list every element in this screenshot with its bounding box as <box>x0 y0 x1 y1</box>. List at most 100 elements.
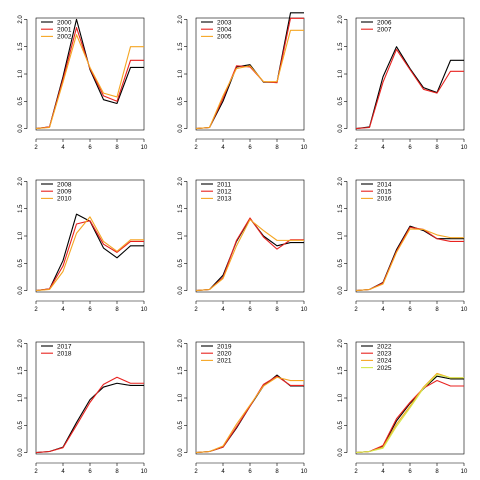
x-tick-label: 8 <box>435 307 439 313</box>
y-tick-label: 1.5 <box>18 366 24 375</box>
x-tick-label: 10 <box>141 469 148 475</box>
legend-label: 2004 <box>217 27 232 34</box>
y-tick-label: 1.5 <box>338 204 344 213</box>
y-tick-label: 2.0 <box>338 339 344 348</box>
x-tick-label: 6 <box>408 307 412 313</box>
series-line-2022 <box>355 375 464 454</box>
legend-label: 2020 <box>217 351 232 358</box>
plot-frame <box>35 17 145 131</box>
x-tick-label: 2 <box>34 469 38 475</box>
x-tick-label: 6 <box>248 145 252 151</box>
y-tick-label: 2.0 <box>338 15 344 24</box>
y-tick-label: 2.0 <box>178 177 184 186</box>
x-axis: 2 4 6 8 10 <box>194 138 308 151</box>
y-tick-label: 2.0 <box>18 15 24 24</box>
y-tick-label: 1.5 <box>178 42 184 51</box>
x-tick-label: 8 <box>115 307 119 313</box>
plot-frame <box>195 179 305 293</box>
legend-label: 2002 <box>57 34 72 41</box>
y-tick-label: 0.0 <box>18 124 24 133</box>
x-axis: 2 4 6 8 10 <box>194 462 308 475</box>
y-tick-label: 0.0 <box>178 286 184 295</box>
plot-frame <box>195 341 305 455</box>
legend-label: 2008 <box>57 181 72 188</box>
series-lines <box>195 217 304 292</box>
series-lines <box>355 46 464 130</box>
legend-label: 2025 <box>377 365 392 372</box>
x-tick-label: 8 <box>275 307 279 313</box>
y-tick-label: 1.5 <box>338 366 344 375</box>
legend-label: 2003 <box>217 19 232 26</box>
legend-label: 2012 <box>217 189 232 196</box>
x-tick-label: 4 <box>381 469 385 475</box>
series-line-2021 <box>195 376 304 454</box>
legend-label: 2010 <box>57 196 72 203</box>
legend-label: 2023 <box>377 351 392 358</box>
x-tick-label: 10 <box>141 307 148 313</box>
x-tick-label: 10 <box>141 145 148 151</box>
series-line-2016 <box>355 228 464 292</box>
x-tick-label: 4 <box>381 145 385 151</box>
plot-frame <box>355 17 465 131</box>
y-tick-label: 1.0 <box>338 393 344 402</box>
y-tick-label: 0.0 <box>18 286 24 295</box>
x-axis: 2 4 6 8 10 <box>34 138 148 151</box>
x-tick-label: 6 <box>408 469 412 475</box>
y-tick-label: 1.5 <box>178 204 184 213</box>
y-tick-label: 0.0 <box>18 448 24 457</box>
x-tick-label: 8 <box>275 469 279 475</box>
x-tick-label: 4 <box>221 307 225 313</box>
legend-label: 2024 <box>377 358 392 365</box>
x-tick-label: 4 <box>61 145 65 151</box>
series-line-2001 <box>35 27 144 130</box>
plot-frame <box>35 341 145 455</box>
y-axis: 0.0 0.5 1.0 1.5 2.0 <box>18 339 28 457</box>
x-tick-label: 8 <box>435 469 439 475</box>
x-tick-label: 8 <box>115 145 119 151</box>
series-line-2013 <box>195 219 304 292</box>
series-line-2020 <box>195 375 304 454</box>
series-line-2019 <box>195 374 304 454</box>
y-tick-label: 0.5 <box>178 420 184 429</box>
y-tick-label: 1.5 <box>338 42 344 51</box>
legend-label: 2011 <box>217 181 231 188</box>
series-lines <box>195 12 304 130</box>
series-line-2017 <box>35 382 144 454</box>
legend-label: 2021 <box>217 358 232 365</box>
plot-frame <box>355 341 465 455</box>
y-tick-label: 2.0 <box>18 177 24 186</box>
series-lines <box>195 374 304 454</box>
series-line-2012 <box>195 217 304 292</box>
x-tick-label: 2 <box>194 469 198 475</box>
x-tick-label: 10 <box>301 469 308 475</box>
series-lines <box>355 225 464 292</box>
y-tick-label: 0.5 <box>338 96 344 105</box>
series-lines <box>355 372 464 454</box>
x-tick-label: 10 <box>461 145 468 151</box>
y-tick-label: 2.0 <box>178 15 184 24</box>
legend-label: 2001 <box>57 27 72 34</box>
x-axis: 2 4 6 8 10 <box>354 138 468 151</box>
legend-label: 2006 <box>377 19 392 26</box>
x-axis: 2 4 6 8 10 <box>354 300 468 313</box>
series-line-2000 <box>35 18 144 130</box>
x-tick-label: 6 <box>248 469 252 475</box>
x-axis: 2 4 6 8 10 <box>354 462 468 475</box>
x-tick-label: 4 <box>221 145 225 151</box>
legend-label: 2016 <box>377 196 392 203</box>
x-tick-label: 8 <box>275 145 279 151</box>
y-axis: 0.0 0.5 1.0 1.5 2.0 <box>338 339 348 457</box>
y-tick-label: 1.5 <box>178 366 184 375</box>
x-tick-label: 2 <box>354 307 358 313</box>
y-axis: 0.0 0.5 1.0 1.5 2.0 <box>338 177 348 295</box>
